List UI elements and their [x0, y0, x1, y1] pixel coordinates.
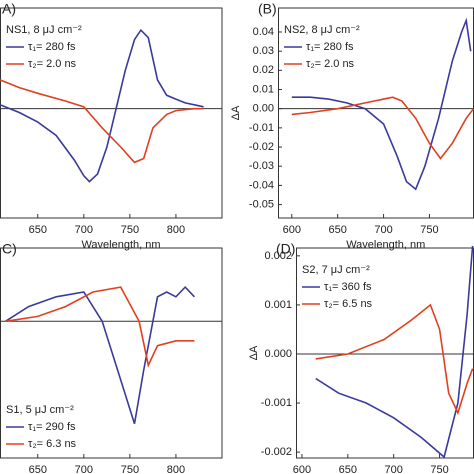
x-tick-label: 600 — [293, 464, 311, 474]
y-tick-label: 0.03 — [253, 45, 274, 57]
x-tick-label: 600 — [283, 224, 301, 236]
y-tick-label: -0.04 — [249, 179, 274, 191]
x-tick-label: 800 — [167, 224, 185, 236]
legend-label: τ₁= 290 fs — [28, 421, 76, 433]
y-tick-label: 0.02 — [253, 64, 274, 76]
data-line — [5, 285, 195, 425]
data-line — [5, 286, 195, 368]
data-line — [315, 245, 474, 459]
x-tick-label: 650 — [339, 464, 357, 474]
y-tick-label: -0.01 — [249, 122, 274, 134]
y-tick-label: -0.02 — [249, 141, 274, 153]
x-tick-label: 650 — [328, 224, 346, 236]
x-tick-label: 750 — [420, 224, 438, 236]
data-line — [0, 79, 204, 164]
data-line — [315, 303, 474, 416]
x-tick-label: 750 — [121, 464, 139, 474]
x-tick-label: 800 — [167, 464, 185, 474]
x-tick-label: 750 — [430, 464, 448, 474]
x-tick-label: 750 — [121, 224, 139, 236]
panel-label: (B) — [258, 1, 277, 17]
y-tick-label: -0.05 — [249, 198, 274, 210]
annotation: NS1, 8 μJ cm⁻² — [6, 24, 82, 36]
x-tick-label: 700 — [75, 224, 93, 236]
panel-label: A) — [2, 1, 16, 17]
x-tick-label: 700 — [75, 464, 93, 474]
data-line — [291, 96, 474, 160]
panel-label: (D) — [276, 241, 295, 257]
legend-label: τ₁= 280 fs — [306, 41, 354, 53]
plot-frame — [0, 7, 223, 219]
x-axis-label: Wavelength, nm — [81, 239, 160, 251]
panel-label: C) — [2, 241, 17, 257]
x-tick-label: 700 — [374, 224, 392, 236]
y-tick-label: 0.01 — [253, 83, 274, 95]
y-tick-label: 0.04 — [253, 26, 274, 38]
data-line — [0, 28, 204, 183]
plot-frame — [0, 247, 223, 459]
annotation: S2, 7 μJ cm⁻² — [302, 264, 370, 276]
legend-label: τ₁= 280 fs — [28, 41, 76, 53]
legend-label: τ₂= 2.0 ns — [28, 58, 77, 70]
legend-label: τ₂= 6.5 ns — [324, 298, 373, 310]
legend-label: τ₂= 6.3 ns — [28, 438, 77, 450]
y-tick-label: -0.001 — [261, 397, 292, 409]
data-line — [291, 17, 472, 191]
y-tick-label: 0.002 — [264, 250, 292, 262]
y-tick-label: 0.000 — [264, 348, 292, 360]
annotation: NS2, 8 μJ cm⁻² — [284, 24, 360, 36]
y-axis-label: ΔA — [248, 345, 260, 360]
y-axis-label: ΔA — [230, 105, 242, 120]
legend-label: τ₁= 360 fs — [324, 281, 372, 293]
x-axis-label: Wavelength, nm — [346, 239, 425, 251]
legend-label: τ₂= 2.0 ns — [306, 58, 355, 70]
x-tick-label: 650 — [29, 224, 47, 236]
y-tick-label: -0.002 — [261, 446, 292, 458]
y-tick-label: -0.03 — [249, 160, 274, 172]
x-tick-label: 700 — [385, 464, 403, 474]
plot-frame — [296, 247, 474, 459]
y-tick-label: 0.001 — [264, 299, 292, 311]
annotation: S1, 5 μJ cm⁻² — [6, 404, 74, 416]
x-tick-label: 650 — [29, 464, 47, 474]
y-tick-label: 0.00 — [253, 103, 274, 115]
